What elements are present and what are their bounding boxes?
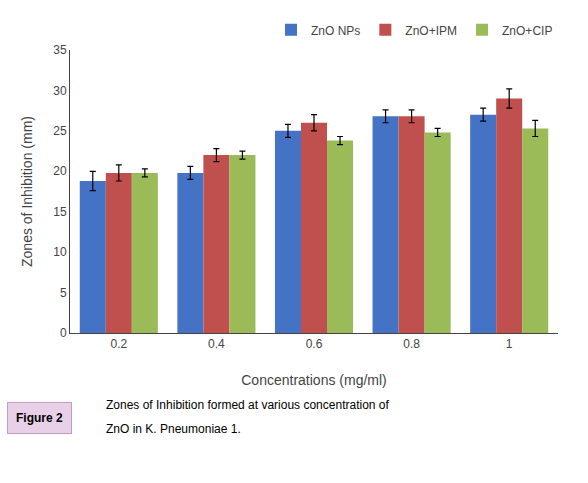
svg-text:15: 15 [53, 205, 67, 219]
svg-text:ZnO+CIP: ZnO+CIP [502, 24, 552, 38]
svg-text:0: 0 [60, 326, 67, 340]
svg-text:10: 10 [53, 245, 67, 259]
svg-text:Zones of Inhibition formed at: Zones of Inhibition formed at various co… [106, 398, 389, 412]
svg-text:0.4: 0.4 [208, 337, 225, 351]
svg-text:1: 1 [506, 337, 513, 351]
svg-text:25: 25 [53, 124, 67, 138]
svg-text:0.8: 0.8 [403, 337, 420, 351]
svg-text:30: 30 [53, 84, 67, 98]
svg-text:Zones of Inhibition (mm): Zones of Inhibition (mm) [19, 116, 35, 267]
svg-text:Figure 2: Figure 2 [16, 411, 63, 425]
svg-text:5: 5 [60, 286, 67, 300]
svg-text:20: 20 [53, 164, 67, 178]
svg-text:35: 35 [53, 43, 67, 57]
svg-text:ZnO+IPM: ZnO+IPM [405, 24, 457, 38]
svg-text:0.6: 0.6 [306, 337, 323, 351]
svg-text:Concentrations (mg/ml): Concentrations (mg/ml) [241, 372, 387, 388]
svg-text:ZnO in K. Pneumoniae 1.: ZnO in K. Pneumoniae 1. [106, 422, 241, 436]
svg-text:ZnO NPs: ZnO NPs [311, 24, 360, 38]
svg-text:0.2: 0.2 [110, 337, 127, 351]
